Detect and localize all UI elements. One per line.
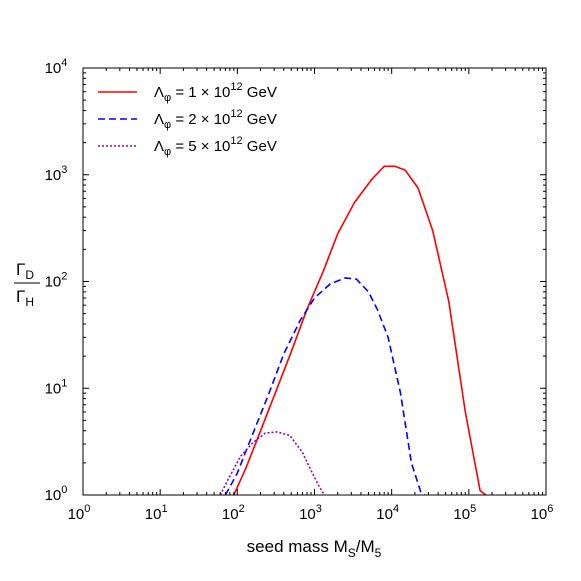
legend: Λφ = 1 × 1012 GeV Λφ = 2 × 1012 GeV Λφ =…: [98, 81, 277, 158]
y-axis-title-denominator-sub: H: [25, 295, 34, 309]
legend-label-2: Λφ = 2 × 1012 GeV: [154, 108, 277, 131]
legend-label-1: Λφ = 1 × 1012 GeV: [154, 81, 277, 104]
y-tick-label-1: 101: [45, 377, 68, 397]
y-axis-title-denominator: Γ: [16, 287, 25, 306]
tick-layer: 100 101 102 103 104 105 106 100 101 102 103 104: [45, 57, 554, 523]
y-tick-label-4: 104: [45, 57, 68, 77]
x-axis-title-sub1: S: [348, 546, 356, 560]
series-line-2: [224, 277, 427, 495]
y-tick-label-3: 103: [45, 164, 68, 184]
y-tick-label-0: 100: [45, 484, 68, 504]
series-layer: [219, 165, 488, 495]
legend-label-3: Λφ = 5 × 1012 GeV: [154, 135, 277, 158]
x-tick-label-3: 103: [299, 503, 322, 523]
series-line-3: [219, 431, 326, 495]
x-tick-label-1: 101: [145, 503, 168, 523]
svg-text:ΓD: ΓD: [16, 260, 34, 282]
svg-text:ΓH: ΓH: [16, 287, 34, 309]
x-tick-label-5: 105: [453, 503, 476, 523]
x-tick-label-4: 104: [376, 503, 399, 523]
x-tick-label-0: 100: [68, 503, 91, 523]
y-axis-title-numerator: Γ: [16, 260, 25, 279]
plot-frame: [82, 67, 547, 496]
x-axis-title: seed mass MS/M5: [247, 537, 382, 560]
y-tick-label-2: 102: [45, 271, 68, 291]
x-axis-title-sub2: 5: [375, 546, 382, 560]
x-axis-title-slash: /M: [356, 537, 375, 556]
series-line-1: [233, 165, 488, 495]
x-tick-label-2: 102: [222, 503, 245, 523]
y-axis-title-numerator-sub: D: [25, 268, 34, 282]
x-axis-title-main: seed mass M: [247, 537, 348, 556]
y-axis-title: ΓD ΓH: [14, 260, 40, 309]
x-tick-label-6: 106: [531, 503, 554, 523]
